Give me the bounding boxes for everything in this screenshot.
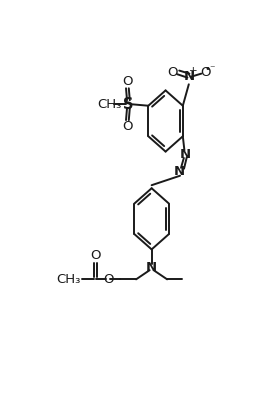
Text: O: O: [122, 75, 133, 88]
Text: O: O: [167, 66, 178, 79]
Text: •⁻: •⁻: [204, 64, 216, 74]
Text: O: O: [122, 120, 133, 133]
Text: N: N: [146, 261, 157, 274]
Text: N: N: [174, 165, 185, 178]
Text: O: O: [200, 66, 211, 79]
Text: O: O: [90, 249, 100, 262]
Text: N: N: [180, 148, 191, 160]
Text: CH₃: CH₃: [98, 98, 122, 111]
Text: N: N: [184, 70, 195, 83]
Text: CH₃: CH₃: [56, 273, 80, 286]
Text: O: O: [103, 273, 113, 286]
Text: S: S: [123, 97, 134, 112]
Text: +: +: [189, 66, 197, 77]
